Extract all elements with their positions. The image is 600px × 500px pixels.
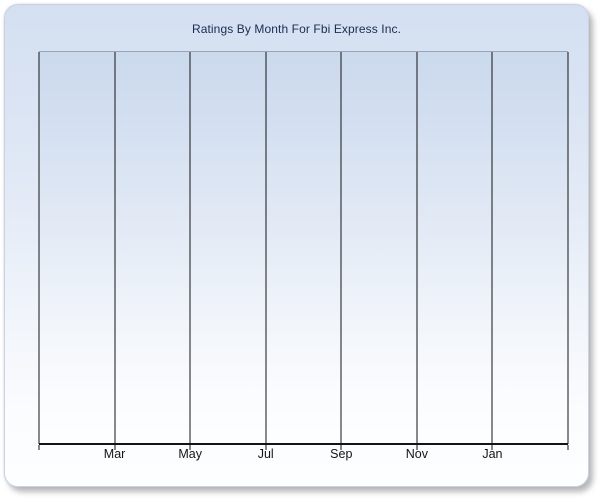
gridline [340,52,342,444]
chart-title: Ratings By Month For Fbi Express Inc. [191,22,402,36]
gridline [189,52,191,444]
chart-panel: Ratings By Month For Fbi Express Inc. Ma… [4,4,589,487]
gridline [416,52,418,444]
axis-tick [114,445,116,450]
x-tick-label: Mar [103,447,126,461]
x-tick-label: Nov [405,447,428,461]
x-tick-label: Jul [257,447,274,461]
axis-tick [416,445,418,450]
gridline [265,52,267,444]
gridline [38,52,40,444]
x-axis-line [39,443,568,445]
axis-ticks-layer [38,445,569,450]
x-tick-label: May [178,447,202,461]
gridline [114,52,116,444]
axis-tick [567,445,569,450]
x-tick-label: Jan [482,447,503,461]
axis-tick [38,445,40,450]
x-axis-labels: Mar May Jul Sep Nov Jan [39,447,568,463]
gridline [567,52,569,444]
gridline [491,52,493,444]
axis-tick [265,445,267,450]
axis-tick [189,445,191,450]
axis-tick [491,445,493,450]
x-tick-label: Sep [330,447,353,461]
axis-tick [340,445,342,450]
plot-area [38,51,569,444]
